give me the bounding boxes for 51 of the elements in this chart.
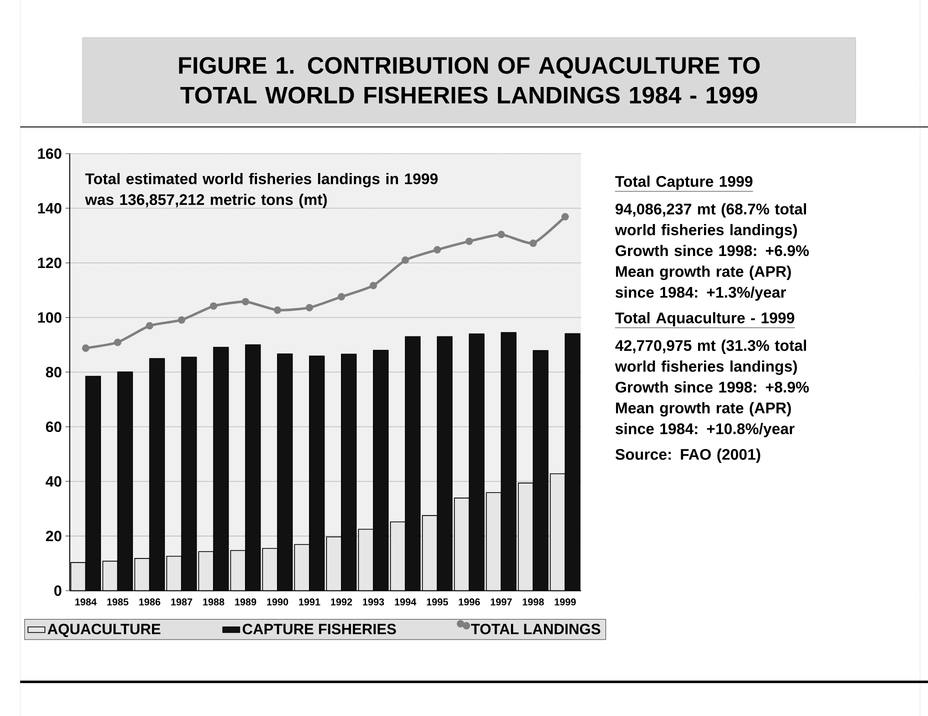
- x-tick-label: 1996: [458, 598, 480, 606]
- y-tick-label: 140: [38, 203, 62, 214]
- x-tick-label: 1997: [490, 598, 512, 606]
- text: 42,770,975 mt (31.3% total world fisheries landings) Growth since 1998: +8.9% Mean growth rate (APR) since 1984: +10.8%/year: [614, 340, 809, 438]
- text: Total Capture 1999: [615, 176, 752, 190]
- point: [274, 306, 282, 314]
- y-tick-label: 80: [46, 367, 62, 378]
- text: Total Aquaculture - 1999: [615, 312, 794, 327]
- y-tick-label: 40: [46, 476, 62, 487]
- x-tick-label: 1998: [522, 598, 544, 606]
- x-tick-label: 1987: [171, 598, 192, 606]
- x-tick-label: 1992: [330, 598, 352, 606]
- y-tick-label: 20: [46, 531, 62, 542]
- chart-title: FIGURE 1. CONTRIBUTION OF AQUACULTURE TO TOTAL WORLD FISHERIES LANDINGS 1984 - 1999: [179, 57, 760, 104]
- point: [114, 338, 122, 346]
- x-tick-label: 1991: [299, 598, 320, 606]
- point: [561, 213, 569, 221]
- x-tick-label: 1985: [107, 598, 128, 606]
- y-tick-label: 160: [38, 148, 62, 160]
- legend-label: AQUACULTURE: [48, 624, 160, 638]
- point: [82, 344, 90, 352]
- point: [178, 316, 186, 324]
- x-tick-label: 1984: [75, 598, 97, 606]
- x-tick-label: 1986: [139, 598, 160, 606]
- point: [338, 293, 346, 301]
- x-tick-label: 1993: [362, 598, 384, 606]
- legend-label: CAPTURE FISHERIES: [242, 624, 396, 635]
- point: [529, 240, 537, 248]
- text: 94,086,237 mt (68.7% total world fisheries landings) Growth since 1998: +6.9% Mean growth rate (APR) since 1984: +1.3%/year: [614, 203, 809, 301]
- point: [434, 246, 441, 254]
- point: [466, 238, 473, 246]
- point: [370, 282, 378, 290]
- x-tick-label: 1989: [235, 598, 256, 606]
- legend-label: TOTAL LANDINGS: [471, 624, 600, 635]
- point: [306, 304, 314, 312]
- point: [146, 322, 154, 330]
- point: [497, 230, 505, 238]
- point: [210, 302, 218, 310]
- x-tick-label: 1988: [203, 598, 224, 606]
- source-note: Source: FAO (2001): [615, 448, 760, 464]
- y-tick-label: 100: [38, 312, 62, 323]
- x-tick-label: 1994: [394, 598, 416, 606]
- annotation: Total estimated world fisheries landings in 1999 was 136,857,212 metric tons (mt): [85, 173, 438, 208]
- x-tick-label: 1995: [426, 598, 448, 606]
- x-tick-label: 1990: [267, 598, 288, 606]
- y-tick-label: 0: [54, 586, 62, 596]
- point: [242, 298, 250, 306]
- y-tick-label: 60: [46, 422, 62, 432]
- x-tick-label: 1999: [554, 598, 576, 606]
- y-tick-label: 120: [38, 258, 62, 268]
- point: [402, 256, 410, 264]
